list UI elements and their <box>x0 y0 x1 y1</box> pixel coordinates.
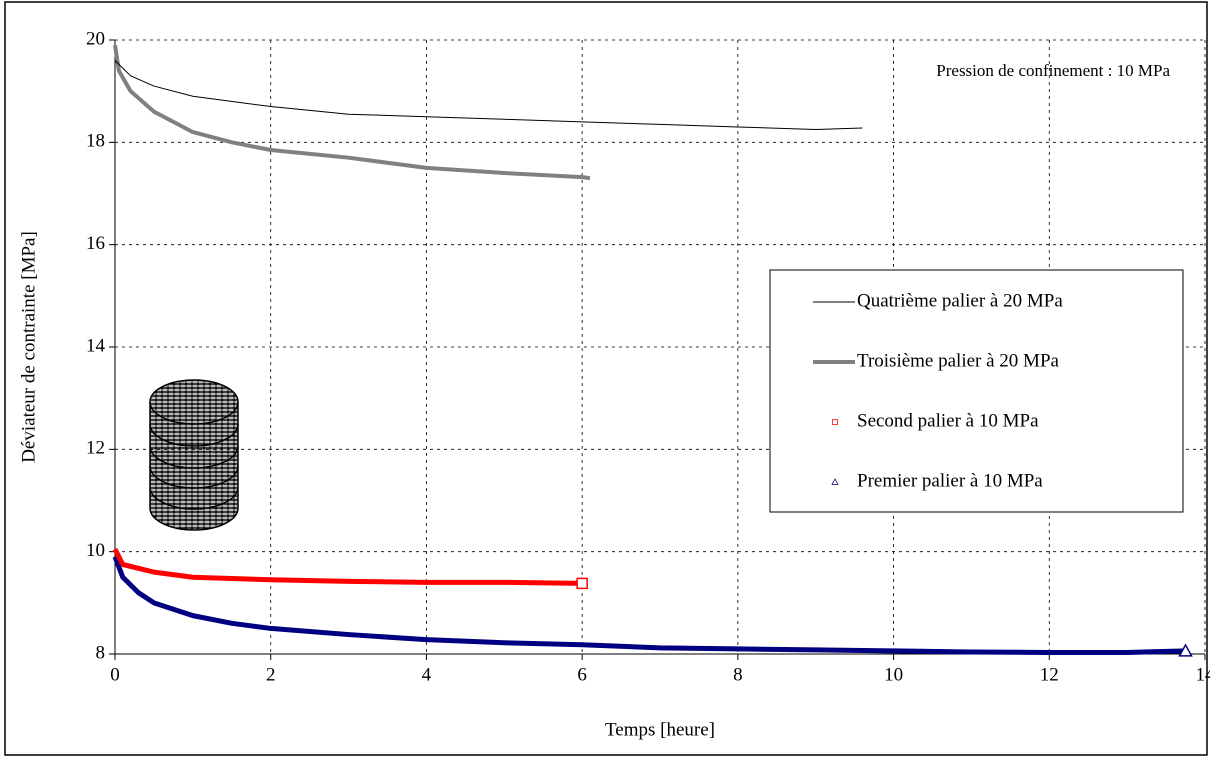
legend-label: Quatrième palier à 20 MPa <box>857 290 1063 311</box>
y-tick-label: 20 <box>86 28 105 49</box>
legend-label: Second palier à 10 MPa <box>857 410 1039 431</box>
y-tick-label: 8 <box>96 642 106 663</box>
y-tick-label: 10 <box>86 540 105 561</box>
x-tick-label: 4 <box>422 664 432 685</box>
y-tick-label: 14 <box>86 335 106 356</box>
x-tick-label: 10 <box>884 664 903 685</box>
y-tick-label: 16 <box>86 233 105 254</box>
x-tick-label: 6 <box>577 664 587 685</box>
y-axis-label: Déviateur de contrainte [MPa] <box>18 231 39 463</box>
x-tick-label: 8 <box>733 664 743 685</box>
x-axis-label: Temps [heure] <box>605 719 715 740</box>
sample-illustration <box>150 380 238 530</box>
y-tick-label: 18 <box>86 131 105 152</box>
legend-marker <box>833 420 838 425</box>
end-marker <box>577 578 587 588</box>
x-tick-label: 0 <box>110 664 120 685</box>
x-tick-label: 14 <box>1196 664 1210 685</box>
legend-label: Troisième palier à 20 MPa <box>857 350 1060 371</box>
x-tick-label: 12 <box>1040 664 1059 685</box>
y-tick-label: 12 <box>86 438 105 459</box>
x-tick-label: 2 <box>266 664 276 685</box>
annotation: Pression de confinement : 10 MPa <box>936 61 1170 80</box>
legend-label: Premier palier à 10 MPa <box>857 470 1043 491</box>
